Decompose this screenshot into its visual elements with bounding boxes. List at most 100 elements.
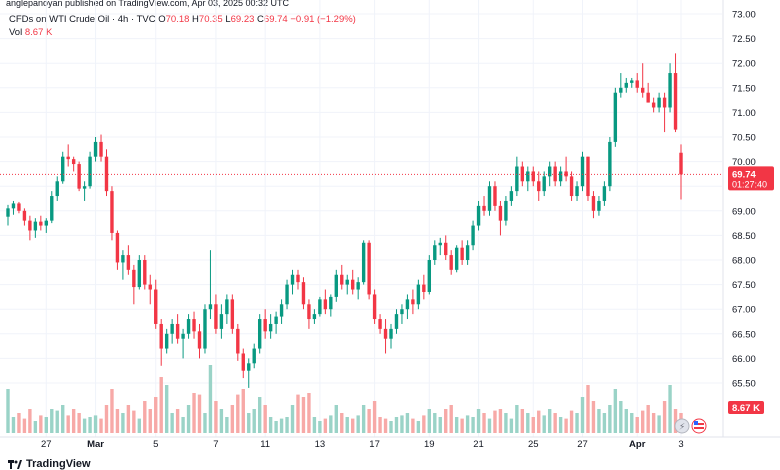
volume-bar bbox=[88, 417, 92, 433]
candle-body bbox=[389, 328, 393, 339]
candle-body bbox=[164, 333, 169, 349]
volume-bar bbox=[646, 405, 650, 433]
volume-bar bbox=[553, 413, 557, 433]
candle-body bbox=[558, 171, 563, 182]
candle-body bbox=[110, 191, 114, 233]
time-axis[interactable]: 27 Mar 5 7 11 13 17 19 21 25 27 Apr 3 bbox=[41, 439, 684, 450]
volume-bar bbox=[44, 417, 48, 433]
time-tick-label: Apr bbox=[629, 439, 646, 450]
candle-body bbox=[372, 294, 377, 320]
candle-body bbox=[241, 353, 245, 371]
candle-body bbox=[482, 205, 486, 211]
candle-body bbox=[580, 156, 585, 187]
candle-body bbox=[197, 331, 202, 349]
volume-bar bbox=[50, 409, 54, 433]
candle-body bbox=[137, 260, 142, 288]
price-tick-label: 73.00 bbox=[732, 10, 756, 21]
candle-body bbox=[219, 314, 224, 329]
flag-canton-icon bbox=[694, 421, 698, 425]
candle-body bbox=[126, 255, 131, 270]
volume-bar bbox=[389, 421, 393, 433]
volume-bar bbox=[630, 413, 634, 433]
candle-body bbox=[454, 247, 459, 270]
candle-body bbox=[542, 176, 546, 192]
volume-bar bbox=[279, 418, 284, 433]
tradingview-logo-icon bbox=[8, 459, 22, 469]
symbol-label[interactable]: CFDs on WTI Crude Oil · 4h · TVC bbox=[9, 14, 156, 25]
volume-bar bbox=[236, 394, 240, 433]
volume-bar bbox=[394, 417, 399, 433]
volume-bar bbox=[537, 410, 541, 433]
volume-bar bbox=[641, 410, 645, 433]
candle-body bbox=[323, 299, 328, 310]
time-tick-label: 7 bbox=[213, 439, 218, 450]
volume-bar bbox=[547, 409, 552, 433]
price-axis[interactable]: 73.0072.5072.0071.5071.0070.5070.0069.50… bbox=[0, 0, 780, 438]
candle-body bbox=[668, 73, 672, 108]
volume-bar bbox=[340, 413, 344, 433]
volume-bars bbox=[6, 365, 683, 433]
candle-body bbox=[22, 210, 27, 221]
volume-bar bbox=[247, 413, 251, 433]
volume-bar bbox=[378, 417, 382, 433]
close-label: C bbox=[257, 14, 264, 25]
candle-body bbox=[6, 208, 10, 217]
candle-body bbox=[679, 152, 683, 175]
event-icons[interactable]: ⚡ bbox=[674, 418, 707, 434]
volume-bar bbox=[11, 417, 16, 433]
volume-bar bbox=[619, 401, 623, 433]
volume-bar bbox=[460, 418, 464, 433]
candle-body bbox=[230, 299, 235, 329]
volume-bar bbox=[186, 405, 191, 433]
candle-body bbox=[526, 171, 530, 182]
volume-bar bbox=[22, 418, 27, 433]
price-tick-label: 65.50 bbox=[732, 379, 756, 390]
volume-bar bbox=[115, 409, 120, 433]
volume-bar bbox=[61, 405, 65, 433]
candle-body bbox=[602, 186, 607, 201]
last-price-badge bbox=[728, 166, 774, 191]
price-tick-label: 70.00 bbox=[732, 157, 756, 168]
candle-body bbox=[132, 269, 136, 288]
candle-body bbox=[181, 333, 185, 339]
time-tick-label: 25 bbox=[528, 439, 539, 450]
candle-body bbox=[351, 279, 355, 290]
volume-bar bbox=[444, 409, 448, 433]
volume-bar bbox=[422, 415, 426, 433]
candle-body bbox=[186, 319, 191, 334]
candle-body bbox=[515, 166, 519, 192]
volume-bar bbox=[175, 409, 180, 433]
volume-bar bbox=[170, 413, 174, 433]
volume-bar bbox=[121, 413, 125, 433]
candle-body bbox=[247, 363, 251, 371]
price-tick-label: 68.50 bbox=[732, 231, 756, 242]
flag-stripe-icon bbox=[694, 427, 704, 429]
volume-bar bbox=[651, 413, 656, 433]
dividend-icon[interactable] bbox=[674, 418, 690, 434]
candle-body bbox=[17, 203, 21, 211]
volume-bar bbox=[405, 413, 410, 433]
volume-bar bbox=[334, 405, 338, 433]
candle-body bbox=[624, 82, 628, 88]
volume-bar bbox=[482, 413, 486, 433]
candle-body bbox=[651, 102, 656, 108]
lightning-icon: ⚡ bbox=[679, 422, 685, 432]
volume-bar bbox=[515, 405, 519, 433]
candle-body bbox=[279, 304, 284, 317]
candle-body bbox=[170, 323, 174, 334]
volume-bar bbox=[531, 417, 535, 433]
candle-body bbox=[88, 156, 92, 187]
candle-body bbox=[274, 316, 278, 324]
volume-bar bbox=[71, 409, 76, 433]
volume-bar bbox=[657, 415, 661, 433]
candle-body bbox=[613, 92, 618, 142]
last-price-countdown: 01:27:40 bbox=[732, 179, 767, 189]
volume-bar bbox=[252, 409, 256, 433]
footer-brand[interactable]: TradingView bbox=[8, 458, 91, 470]
volume-bar bbox=[274, 421, 278, 433]
time-tick-label: 5 bbox=[153, 439, 158, 450]
volume-legend: Vol 8.67 K bbox=[9, 27, 52, 39]
candle-body bbox=[301, 282, 306, 305]
low-value: 69.23 bbox=[230, 14, 255, 25]
